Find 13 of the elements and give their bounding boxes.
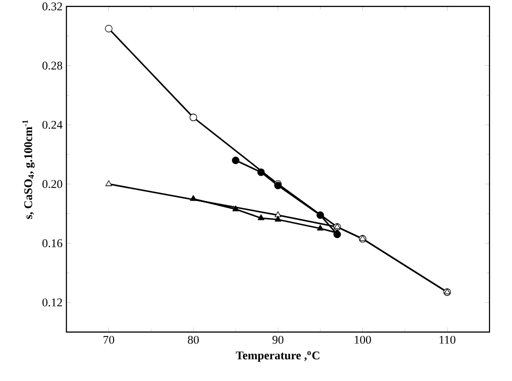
- y-tick-label: 0.20: [42, 180, 62, 188]
- x-tick-label: 70: [104, 336, 114, 344]
- x-tick-label: 90: [272, 336, 284, 344]
- y-tick-label: 0.12: [42, 298, 62, 306]
- y-tick-label: 0.24: [42, 120, 62, 129]
- y-tick-label: 0.32: [42, 2, 62, 10]
- x-tick-label: 100: [354, 336, 371, 344]
- y-tick-label: 0.16: [42, 239, 62, 248]
- y-axis-title: s, CaSO$_{4}$, g.100cm$^{-1}$: [22, 120, 35, 219]
- x-axis-title: Temperature ,$^{o}$C: [236, 350, 320, 362]
- x-tick-label: 110: [440, 336, 456, 344]
- y-tick-label: 0.28: [42, 61, 62, 70]
- x-tick-label: 80: [188, 336, 199, 344]
